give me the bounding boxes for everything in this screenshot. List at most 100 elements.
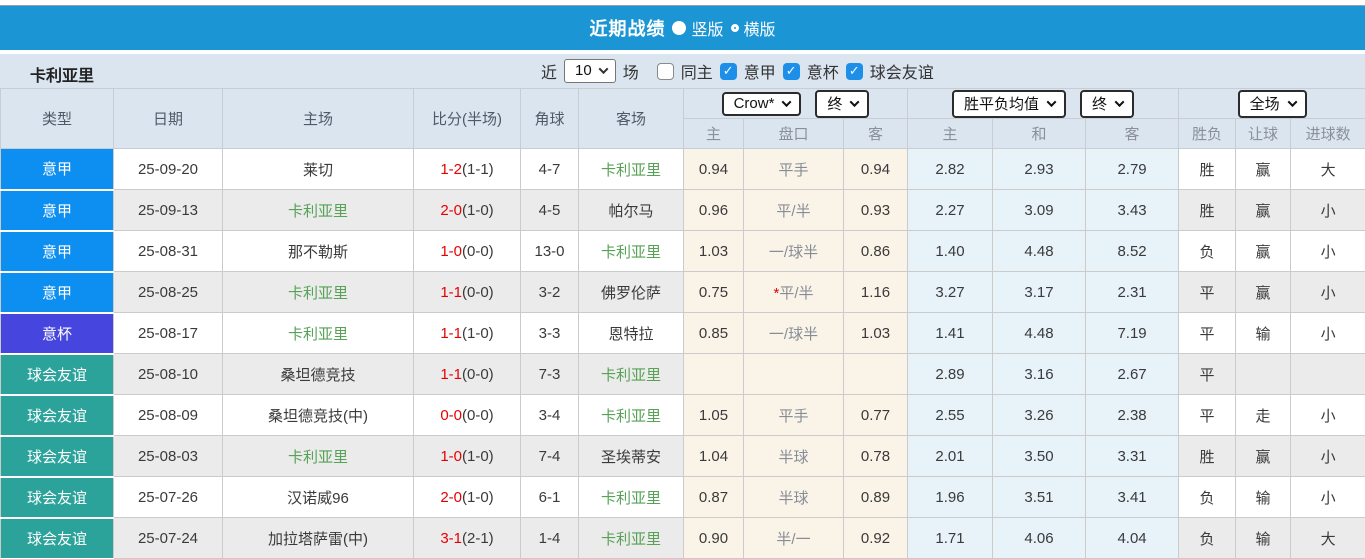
fulltime-score: 1-1 xyxy=(440,324,462,342)
col-header-type: 类型 xyxy=(0,88,114,149)
handicap-home-odds: 0.94 xyxy=(683,148,744,190)
col-header-corner: 角球 xyxy=(520,88,579,149)
home-team-cell: 莱切 xyxy=(222,148,414,190)
chevron-down-icon xyxy=(598,64,609,75)
odds-draw: 3.26 xyxy=(992,394,1087,436)
result-cell: 负 xyxy=(1178,476,1237,518)
odds-draw: 2.93 xyxy=(992,148,1087,190)
handicap-line-cell: 平手 xyxy=(743,394,844,436)
odds-time-select[interactable]: 终 xyxy=(1080,89,1135,118)
score-cell: 1-1(0-0) xyxy=(413,353,521,395)
odds-away: 2.31 xyxy=(1085,271,1180,313)
home-team-cell: 卡利亚里 xyxy=(222,312,414,354)
league-checkbox-friendly[interactable]: ✓ xyxy=(845,62,863,80)
handicap-line: 半球 xyxy=(778,489,809,507)
halftime-score: (1-1) xyxy=(462,160,494,178)
table-row: 球会友谊 25-07-24 加拉塔萨雷(中) 3-1(2-1) 1-4 卡利亚里… xyxy=(0,517,1365,559)
league-checkbox-cup[interactable]: ✓ xyxy=(782,62,800,80)
odds-draw: 3.50 xyxy=(992,435,1087,477)
goals-result-cell: 大 xyxy=(1290,148,1365,190)
layout-option-vertical[interactable]: 竖版 xyxy=(672,16,724,40)
home-team-cell: 卡利亚里 xyxy=(222,189,414,231)
filter-bar: 卡利亚里 近 10 场 同主 ✓ 意甲 ✓ 意杯 ✓ 球会友谊 xyxy=(0,54,1365,88)
radio-unselected-icon[interactable] xyxy=(730,24,739,32)
chevron-down-icon xyxy=(1114,96,1125,107)
corner-cell: 4-7 xyxy=(520,148,579,190)
result-cell: 胜 xyxy=(1178,435,1237,477)
recent-count-select[interactable]: 10 xyxy=(564,59,616,83)
halftime-score: (0-0) xyxy=(462,406,494,424)
table-row: 意甲 25-08-25 卡利亚里 1-1(0-0) 3-2 佛罗伦萨 0.75 … xyxy=(0,271,1365,314)
goals-result-cell: 小 xyxy=(1290,476,1365,518)
scope-select[interactable]: 全场 xyxy=(1237,89,1307,118)
layout-option-horizontal[interactable]: 横版 xyxy=(730,16,776,40)
halftime-score: (0-0) xyxy=(462,365,494,383)
radio-label-horizontal[interactable]: 横版 xyxy=(743,22,776,39)
handicap-result-cell: 输 xyxy=(1235,312,1292,354)
chevron-down-icon xyxy=(1046,96,1057,107)
odds-type-select[interactable]: 胜平负均值 xyxy=(952,89,1067,118)
handicap-result-cell: 赢 xyxy=(1235,271,1292,313)
same-home-checkbox[interactable] xyxy=(656,62,674,80)
bookmaker-select[interactable]: Crow* xyxy=(721,91,802,116)
league-checkbox-seriea[interactable]: ✓ xyxy=(719,62,737,80)
goals-result-cell: 小 xyxy=(1290,394,1365,436)
radio-selected-icon[interactable] xyxy=(672,21,687,35)
odds-draw: 3.17 xyxy=(992,271,1087,313)
table-row: 意甲 25-08-31 那不勒斯 1-0(0-0) 13-0 卡利亚里 1.03… xyxy=(0,230,1365,273)
odds-type-value: 胜平负均值 xyxy=(964,95,1040,113)
handicap-away-odds: 1.03 xyxy=(842,312,909,354)
result-cell: 平 xyxy=(1178,394,1237,436)
corner-cell: 3-2 xyxy=(520,271,579,313)
handicap-result-cell: 赢 xyxy=(1235,230,1292,272)
handicap-line-cell: 平手 xyxy=(743,148,844,190)
date-cell: 25-08-10 xyxy=(113,353,223,395)
handicap-home-odds xyxy=(683,353,744,395)
odds-draw: 4.06 xyxy=(992,517,1087,559)
league-cell: 意甲 xyxy=(0,271,114,314)
score-cell: 3-1(2-1) xyxy=(413,517,521,559)
recent-count-value: 10 xyxy=(575,62,592,79)
halftime-score: (0-0) xyxy=(462,242,494,260)
handicap-line: 平/半 xyxy=(776,202,811,220)
odds-away: 3.41 xyxy=(1085,476,1180,518)
date-cell: 25-08-17 xyxy=(113,312,223,354)
odds-away: 3.43 xyxy=(1085,189,1180,231)
games-label: 场 xyxy=(622,65,639,82)
handicap-line: 半球 xyxy=(778,448,809,466)
handicap-line-cell: 一/球半 xyxy=(743,230,844,272)
subcol-handicap-result: 让球 xyxy=(1235,118,1292,149)
corner-cell: 1-4 xyxy=(520,517,579,559)
team-name: 卡利亚里 xyxy=(30,68,95,85)
odds-draw: 3.09 xyxy=(992,189,1087,231)
league-cell: 意甲 xyxy=(0,189,114,232)
fulltime-score: 2-0 xyxy=(440,201,462,219)
odds-draw: 3.16 xyxy=(992,353,1087,395)
radio-label-vertical[interactable]: 竖版 xyxy=(691,22,724,39)
table-row: 球会友谊 25-08-03 卡利亚里 1-0(1-0) 7-4 圣埃蒂安 1.0… xyxy=(0,435,1365,478)
league-label-friendly: 球会友谊 xyxy=(869,65,934,82)
handicap-away-odds xyxy=(842,353,909,395)
halftime-score: (1-0) xyxy=(462,324,494,342)
handicap-away-odds: 1.16 xyxy=(842,271,909,313)
league-cell: 球会友谊 xyxy=(0,435,114,478)
goals-result-cell: 小 xyxy=(1290,189,1365,231)
handicap-line-cell: 半球 xyxy=(743,435,844,477)
near-label: 近 xyxy=(541,65,558,82)
odds-away: 2.79 xyxy=(1085,148,1180,190)
handicap-home-odds: 1.03 xyxy=(683,230,744,272)
goals-result-cell xyxy=(1290,353,1365,395)
away-team-cell: 卡利亚里 xyxy=(578,394,684,436)
handicap-result-cell: 走 xyxy=(1235,394,1292,436)
result-cell: 胜 xyxy=(1178,148,1237,190)
odds-draw: 4.48 xyxy=(992,230,1087,272)
odds-home: 1.41 xyxy=(907,312,994,354)
halftime-score: (1-0) xyxy=(462,447,494,465)
handicap-home-odds: 1.05 xyxy=(683,394,744,436)
away-team-cell: 卡利亚里 xyxy=(578,148,684,190)
odds-home: 2.01 xyxy=(907,435,994,477)
handicap-away-odds: 0.93 xyxy=(842,189,909,231)
fulltime-score: 1-0 xyxy=(440,242,462,260)
handicap-time-select[interactable]: 终 xyxy=(815,89,870,118)
